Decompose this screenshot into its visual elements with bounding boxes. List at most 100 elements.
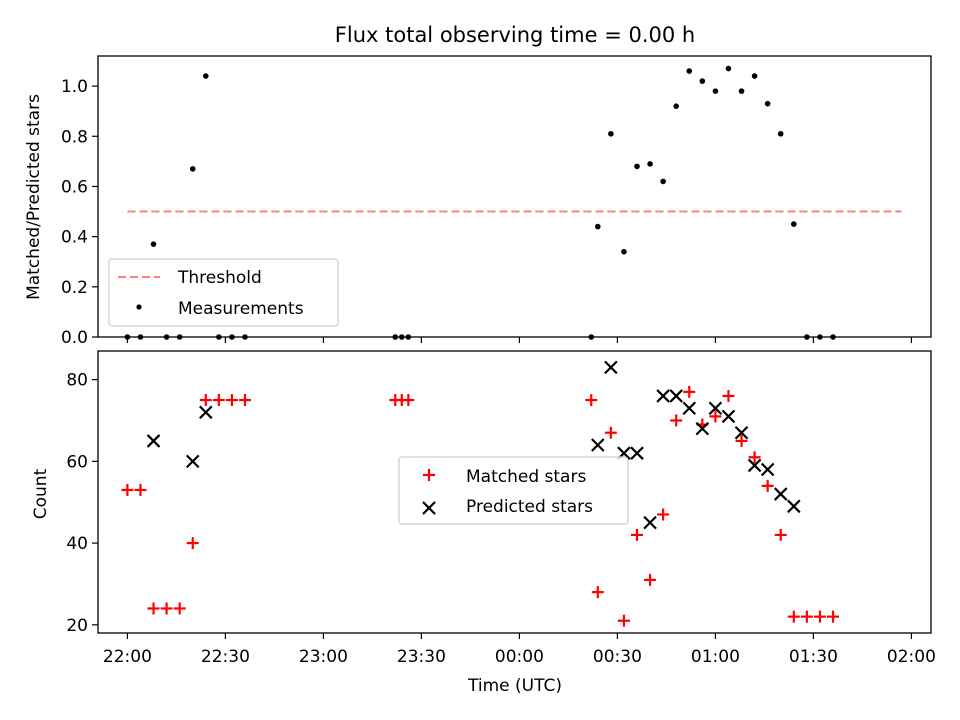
- predicted-star-point: [199, 405, 213, 420]
- measurement-point: [189, 166, 196, 172]
- matched-star-point: [774, 528, 787, 541]
- predicted-star-point: [669, 389, 683, 403]
- predicted-star-point: [643, 515, 657, 530]
- legend-matched-swatch: [423, 469, 435, 481]
- predicted-star-point: [773, 487, 788, 501]
- top-y-axis-label: Matched/Predicted stars: [24, 94, 44, 300]
- predicted-star-stroke-b: [146, 434, 161, 448]
- top-ytick-label: 0.4: [61, 228, 88, 248]
- top-ytick-label: 0.2: [61, 278, 88, 298]
- matched-star-point: [787, 610, 800, 623]
- measurement-point: [725, 65, 732, 72]
- legend-predicted-label: Predicted stars: [466, 497, 593, 517]
- matched-star-point: [709, 410, 722, 423]
- measurement-point: [203, 73, 209, 79]
- bottom-xtick-label: 23:30: [397, 647, 446, 667]
- predicted-star-point: [787, 499, 801, 514]
- matched-star-point: [212, 394, 225, 407]
- predicted-star-stroke-b: [185, 454, 200, 469]
- predicted-star-point: [682, 401, 697, 415]
- bottom-xtick-label: 02:00: [887, 647, 936, 667]
- measurement-point: [608, 130, 614, 137]
- bottom-xtick-label: 01:00: [691, 647, 740, 667]
- measurement-point: [621, 248, 627, 255]
- predicted-star-stroke-b: [591, 438, 605, 452]
- bottom-xtick-label: 01:30: [789, 647, 838, 667]
- measurement-point: [660, 178, 666, 185]
- predicted-star-stroke-b: [773, 487, 788, 501]
- bottom-y-axis-label: Count: [31, 468, 51, 519]
- predicted-star-stroke-b: [199, 405, 213, 420]
- matched-star-point: [199, 394, 212, 407]
- predicted-star-stroke-b: [695, 421, 710, 436]
- matched-star-point: [761, 479, 774, 492]
- top-tick-layer: 0.0 0.2 0.4 0.6 0.8 1.0: [61, 77, 913, 348]
- legend-measurements-label: Measurements: [178, 299, 304, 319]
- matched-star-point: [239, 394, 251, 407]
- predicted-star-stroke-b: [643, 515, 657, 530]
- legend-threshold-label: Threshold: [177, 268, 262, 288]
- bottom-legend-box: [398, 456, 629, 525]
- predicted-star-stroke-b: [721, 409, 736, 424]
- top-legend: Threshold Measurements: [108, 258, 339, 327]
- predicted-star-point: [734, 425, 749, 440]
- matched-star-point: [800, 610, 813, 623]
- measurement-point: [791, 221, 797, 227]
- predicted-star-point: [591, 438, 605, 452]
- measurement-point: [764, 100, 771, 107]
- bottom-ytick-label: 20: [66, 616, 88, 636]
- matched-star-point: [722, 389, 735, 402]
- predicted-star-stroke-b: [656, 389, 670, 403]
- legend-matched-label: Matched stars: [466, 467, 586, 487]
- measurement-point: [777, 130, 784, 137]
- top-chart-title: Flux total observing time = 0.00 h: [335, 23, 695, 47]
- measurement-point: [699, 78, 706, 84]
- matched-star-point: [670, 414, 683, 427]
- predicted-star-point: [146, 434, 161, 448]
- bottom-xtick-label: 23:00: [299, 647, 348, 667]
- bottom-xtick-label: 22:00: [103, 647, 152, 667]
- bottom-panel: Count Time (UTC) 20 40 60 80 22:00 22:30 23:00…: [31, 350, 936, 696]
- bottom-xtick-label: 22:30: [201, 647, 250, 667]
- matched-star-point: [147, 602, 160, 615]
- measurement-point: [634, 163, 640, 170]
- predicted-star-stroke-b: [708, 401, 723, 415]
- matched-star-point: [735, 434, 748, 447]
- measurement-point: [673, 103, 679, 109]
- matched-star-point: [631, 528, 643, 541]
- measurement-point: [647, 161, 653, 167]
- bottom-tick-layer: 20 40 60 80 22:00 22:30 23:00 23:30 00:00 00:30 01…: [66, 371, 936, 667]
- legend-measurements-swatch: [136, 304, 142, 310]
- matched-star-point: [173, 602, 186, 615]
- bottom-xtick-label: 00:30: [593, 647, 642, 667]
- predicted-star-point: [656, 389, 670, 403]
- matched-star-point: [748, 451, 761, 464]
- predicted-star-stroke-b: [682, 401, 697, 415]
- bottom-plot-frame: [97, 350, 932, 634]
- measurement-point: [712, 88, 719, 94]
- predicted-star-point: [185, 454, 200, 469]
- bottom-ytick-label: 40: [66, 534, 88, 554]
- predicted-star-point: [760, 462, 775, 477]
- matched-star-point: [121, 483, 134, 496]
- bottom-xtick-label: 00:00: [495, 647, 544, 667]
- bottom-mark-layer: [121, 360, 839, 627]
- bottom-ytick-label: 80: [66, 371, 88, 391]
- matched-star-point: [591, 586, 604, 599]
- matched-star-point: [683, 385, 696, 398]
- predicted-star-point: [695, 421, 710, 436]
- predicted-star-stroke-b: [669, 389, 683, 403]
- matched-star-point: [225, 394, 238, 407]
- matched-star-point: [585, 394, 598, 407]
- predicted-star-point: [721, 409, 736, 424]
- predicted-star-point: [747, 458, 762, 473]
- legend-predicted-swatch: [422, 501, 436, 515]
- measurement-point: [738, 88, 745, 94]
- bottom-legend: Matched stars Predicted stars: [398, 456, 629, 525]
- measurement-point: [595, 223, 601, 230]
- predicted-star-point: [604, 360, 618, 375]
- matched-star-point: [813, 610, 826, 623]
- top-ytick-label: 0.8: [61, 127, 88, 147]
- matched-star-point: [617, 614, 630, 627]
